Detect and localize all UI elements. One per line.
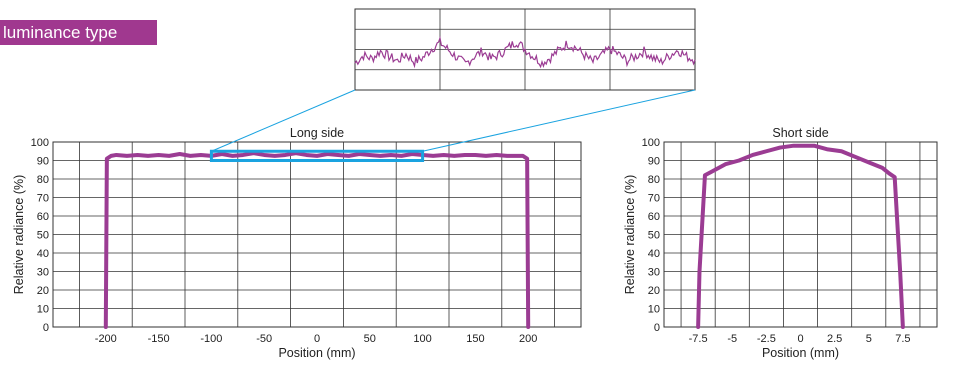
short-xtick-2: -2.5	[757, 333, 776, 345]
luminance-type-badge: luminance type	[0, 20, 157, 45]
connector-left	[211, 89, 356, 152]
short-ytick-70: 70	[648, 193, 660, 205]
short-ytick-10: 10	[648, 304, 660, 316]
zoom-connector-lines	[211, 89, 696, 152]
long-side-zoom-inset	[354, 8, 696, 91]
long-ytick-60: 60	[37, 211, 49, 223]
long-ytick-80: 80	[37, 174, 49, 186]
long-xtick-7: 150	[466, 333, 484, 345]
short-xtick-3: 0	[797, 333, 803, 345]
long-xtick-3: -50	[256, 333, 272, 345]
long-ytick-100: 100	[31, 137, 49, 149]
short-xtick-0: -7.5	[689, 333, 708, 345]
inset-series-line	[354, 35, 696, 69]
long-ytick-90: 90	[37, 156, 49, 168]
short-xtick-4: 2.5	[827, 333, 842, 345]
short-ytick-50: 50	[648, 230, 660, 242]
long-ytick-0: 0	[43, 322, 49, 334]
long-xtick-5: 50	[364, 333, 376, 345]
long-xtick-8: 200	[519, 333, 537, 345]
short-ytick-100: 100	[642, 137, 660, 149]
short-side-y-ticks: 0 10 20 30 40 50 60 70 80 90 100	[642, 137, 660, 334]
connector-right	[422, 89, 696, 152]
zoom-highlight-box	[209, 149, 425, 162]
short-series-line-0	[696, 143, 905, 329]
zoom-highlight-rect	[209, 149, 425, 162]
short-ytick-60: 60	[648, 211, 660, 223]
short-side-x-ticks: -7.5 -5 -2.5 0 2.5 5 7.5	[689, 333, 911, 345]
long-xtick-0: -200	[95, 333, 117, 345]
short-side-x-axis-label: Position (mm)	[762, 346, 839, 360]
long-xtick-4: 0	[314, 333, 320, 345]
long-ytick-50: 50	[37, 230, 49, 242]
long-side-x-ticks: -200 -150 -100 -50 0 50 100 150 200	[95, 333, 538, 345]
long-series-line-0	[103, 151, 531, 329]
long-side-y-ticks: 0 10 20 30 40 50 60 70 80 90 100	[31, 137, 49, 334]
long-ytick-20: 20	[37, 285, 49, 297]
short-ytick-40: 40	[648, 248, 660, 260]
badge-label: luminance type	[3, 23, 118, 42]
short-xtick-6: 7.5	[895, 333, 910, 345]
long-xtick-2: -100	[200, 333, 222, 345]
long-side-series	[103, 151, 531, 329]
short-ytick-30: 30	[648, 267, 660, 279]
short-side-y-axis-label: Relative radiance (%)	[623, 175, 637, 295]
long-xtick-1: -150	[148, 333, 170, 345]
long-ytick-40: 40	[37, 248, 49, 260]
short-xtick-5: 5	[866, 333, 872, 345]
long-side-gridlines	[52, 141, 582, 328]
long-ytick-70: 70	[37, 193, 49, 205]
short-ytick-80: 80	[648, 174, 660, 186]
long-side-y-axis-label: Relative radiance (%)	[12, 175, 26, 295]
long-side-title: Long side	[290, 126, 344, 140]
long-side-x-axis-label: Position (mm)	[278, 346, 355, 360]
short-ytick-20: 20	[648, 285, 660, 297]
long-ytick-30: 30	[37, 267, 49, 279]
short-ytick-90: 90	[648, 156, 660, 168]
long-ytick-10: 10	[37, 304, 49, 316]
long-xtick-6: 100	[413, 333, 431, 345]
short-side-series	[696, 143, 905, 329]
short-ytick-0: 0	[654, 322, 660, 334]
short-side-title: Short side	[772, 126, 828, 140]
short-xtick-1: -5	[727, 333, 737, 345]
